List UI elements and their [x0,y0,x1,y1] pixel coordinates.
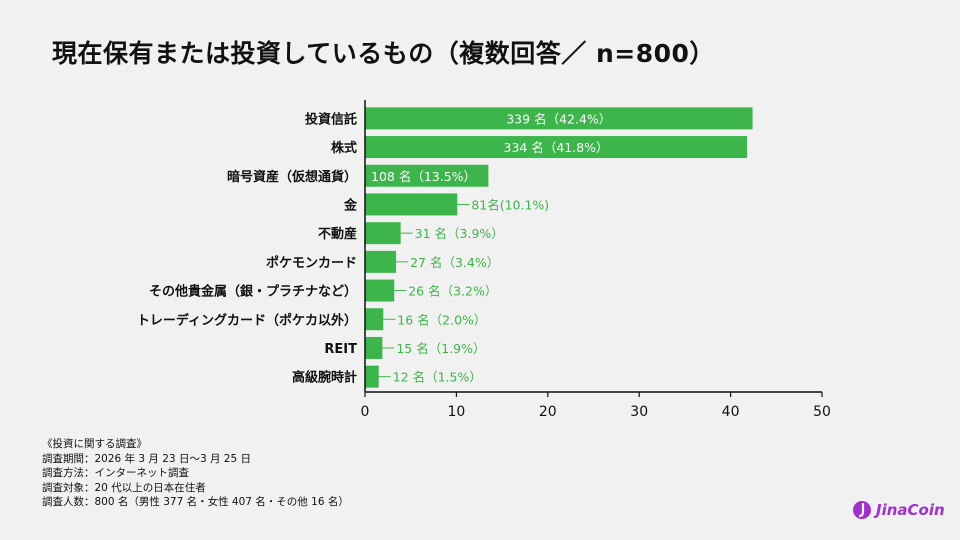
category-label: 金 [343,197,358,213]
x-tick-label: 10 [447,404,465,420]
notes-line: 調査対象：20 代以上の日本在住者 [42,481,206,494]
category-label: ポケモンカード [266,255,357,271]
category-label: 暗号資産（仮想通貨） [227,169,357,185]
x-tick-label: 30 [630,404,648,420]
category-label: 高級腕時計 [292,370,357,386]
chart-title: 現在保有または投資しているもの（複数回答／ n=800） [52,39,715,68]
data-label: 108 名（13.5%） [371,169,476,184]
category-label: 不動産 [318,226,357,242]
bar [365,222,401,245]
x-tick-label: 50 [813,404,831,420]
data-label: 15 名（1.9%） [396,341,485,356]
notes-heading: 《投資に関する調査》 [42,438,147,450]
bar [365,250,397,273]
notes-line: 調査方法：インターネット調査 [42,467,189,479]
data-label: 31 名（3.9%） [415,226,504,241]
bar [365,308,384,331]
logo-text: JinaCoin [876,501,945,519]
data-label: 26 名（3.2%） [408,284,497,299]
category-label: REIT [324,342,357,357]
bar [365,136,748,159]
bar [365,279,395,302]
logo-icon [853,501,871,519]
data-label: 12 名（1.5%） [393,370,482,385]
notes-line: 調査人数：800 名（男性 377 名・女性 407 名・その他 16 名） [42,496,349,508]
bar [365,164,489,187]
x-tick-label: 40 [722,404,740,420]
data-label: 27 名（3.4%） [410,255,499,270]
data-label: 81名(10.1%) [471,197,549,212]
category-label: その他貴金属（銀・プラチナなど） [149,284,357,300]
category-label: 投資信託 [305,111,357,127]
bar [365,107,753,130]
data-label: 334 名（41.8%） [504,140,609,155]
survey-notes: 《投資に関する調査》 調査期間：2026 年 3 月 23 日〜3 月 25 日… [42,437,349,510]
category-label: トレーディングカード（ポケカ以外） [137,312,357,328]
category-label: 株式 [331,140,357,156]
x-tick-label: 20 [539,404,557,420]
bar [365,193,458,216]
x-tick-label: 0 [361,404,370,420]
bar [365,365,379,388]
data-label: 16 名（2.0%） [397,312,486,327]
bar [365,336,383,359]
notes-line: 調査期間：2026 年 3 月 23 日〜3 月 25 日 [42,452,252,465]
data-label: 339 名（42.4%） [506,111,611,126]
jinacoin-logo: JinaCoin [852,500,945,520]
